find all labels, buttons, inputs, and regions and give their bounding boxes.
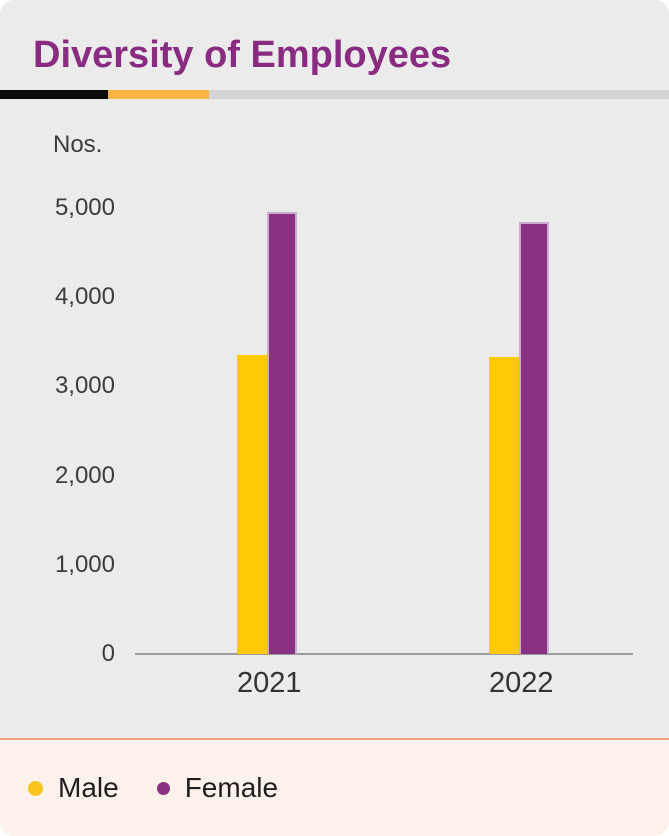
legend-item-female: Female xyxy=(156,772,279,804)
male-legend-dot-icon xyxy=(28,780,43,796)
bar-group-2021: 2021 xyxy=(237,208,302,699)
bar-male-2021 xyxy=(237,355,267,654)
card-header: Diversity of Employees xyxy=(0,0,669,90)
bar-female-2021 xyxy=(267,212,297,654)
bar-female-2022 xyxy=(519,221,549,654)
chart-plot-area: Nos. 0 1,000 2,000 3,000 4,000 5,000 2021 2022 xyxy=(0,99,669,738)
legend-label-male: Male xyxy=(58,772,119,803)
bar-group-2022: 2022 xyxy=(489,208,554,699)
x-axis-label-2022: 2022 xyxy=(489,667,554,699)
female-legend-dot-icon xyxy=(156,781,170,795)
legend-item-male: Male xyxy=(28,772,119,804)
header-divider xyxy=(0,90,669,99)
chart-title: Diversity of Employees xyxy=(33,34,452,76)
y-tick-label: 4,000 xyxy=(54,283,115,311)
chart-legend: Male Female xyxy=(0,738,669,836)
divider-segment-gray xyxy=(209,90,669,99)
y-tick-label: 0 xyxy=(101,640,115,667)
y-tick-label: 5,000 xyxy=(54,194,115,221)
y-tick-label: 2,000 xyxy=(54,461,115,489)
legend-label-female: Female xyxy=(184,772,279,803)
y-tick-label: 1,000 xyxy=(54,550,115,578)
y-axis-unit-label: Nos. xyxy=(53,131,103,158)
divider-segment-amber xyxy=(108,90,209,99)
divider-segment-black xyxy=(0,90,108,99)
plot-region: 0 1,000 2,000 3,000 4,000 5,000 2021 2022 xyxy=(55,196,633,699)
y-tick-label: 3,000 xyxy=(54,372,115,400)
x-axis-label-2021: 2021 xyxy=(237,667,302,699)
bar-male-2022 xyxy=(489,356,519,654)
x-axis-line xyxy=(135,653,633,655)
